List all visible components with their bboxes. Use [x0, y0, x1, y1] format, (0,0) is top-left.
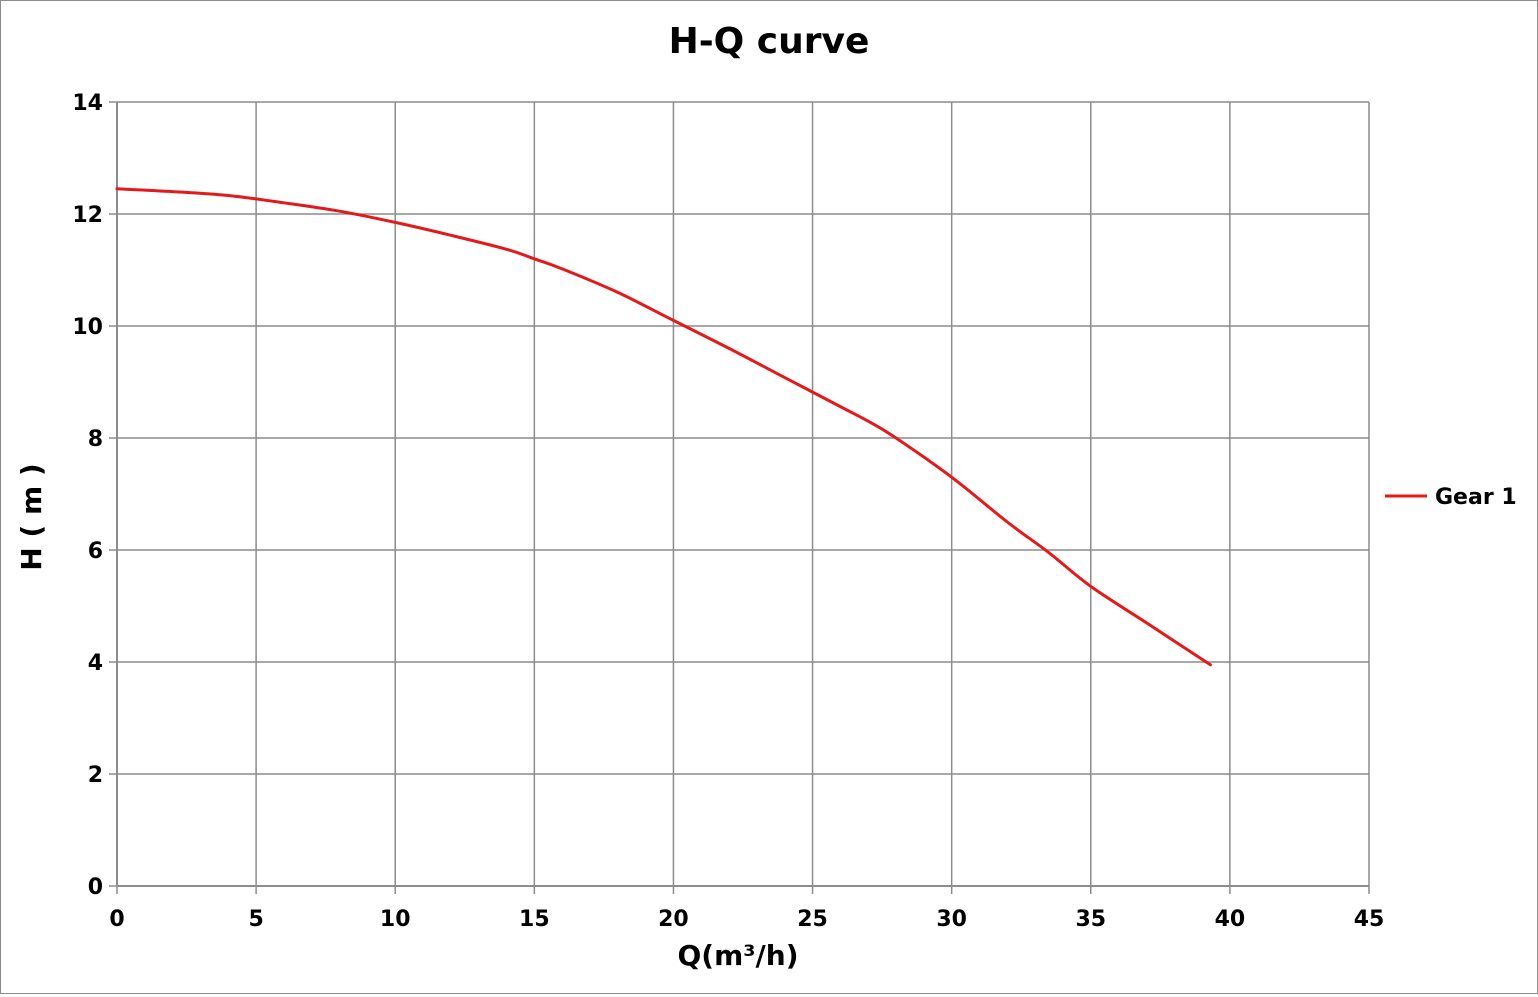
- axes: [109, 101, 1370, 894]
- x-tick-label: 5: [248, 907, 263, 932]
- y-tick-label: 0: [88, 875, 103, 900]
- x-axis-label: Q(m³/h): [678, 939, 799, 972]
- x-tick-label: 35: [1075, 907, 1106, 932]
- series-line-1: [115, 187, 1212, 667]
- x-tick-label: 45: [1354, 907, 1385, 932]
- legend-label: Gear 1: [1435, 485, 1517, 510]
- y-tick-label: 4: [88, 651, 103, 676]
- chart-title: H-Q curve: [669, 21, 870, 62]
- x-tick-labels: 0 5 10 15 20 25 30 35 40 45: [109, 907, 1384, 932]
- legend: Gear 1: [1385, 485, 1517, 510]
- y-tick-label: 2: [88, 763, 103, 788]
- x-tick-label: 0: [109, 907, 124, 932]
- y-tick-labels: 0 2 4 6 8 10 12 14: [72, 91, 103, 900]
- y-tick-label: 14: [72, 91, 103, 116]
- x-tick-label: 30: [936, 907, 967, 932]
- x-tick-label: 15: [519, 907, 550, 932]
- y-axis-label: H ( m ): [15, 463, 48, 570]
- x-tick-label: 20: [658, 907, 689, 932]
- y-tick-label: 8: [88, 427, 103, 452]
- series-group: [115, 187, 1212, 667]
- grid-lines: [116, 101, 1370, 887]
- y-tick-label: 6: [88, 539, 103, 564]
- x-tick-label: 25: [797, 907, 828, 932]
- y-tick-label: 10: [72, 315, 103, 340]
- x-tick-label: 10: [380, 907, 411, 932]
- x-tick-label: 40: [1215, 907, 1246, 932]
- y-tick-label: 12: [72, 203, 103, 228]
